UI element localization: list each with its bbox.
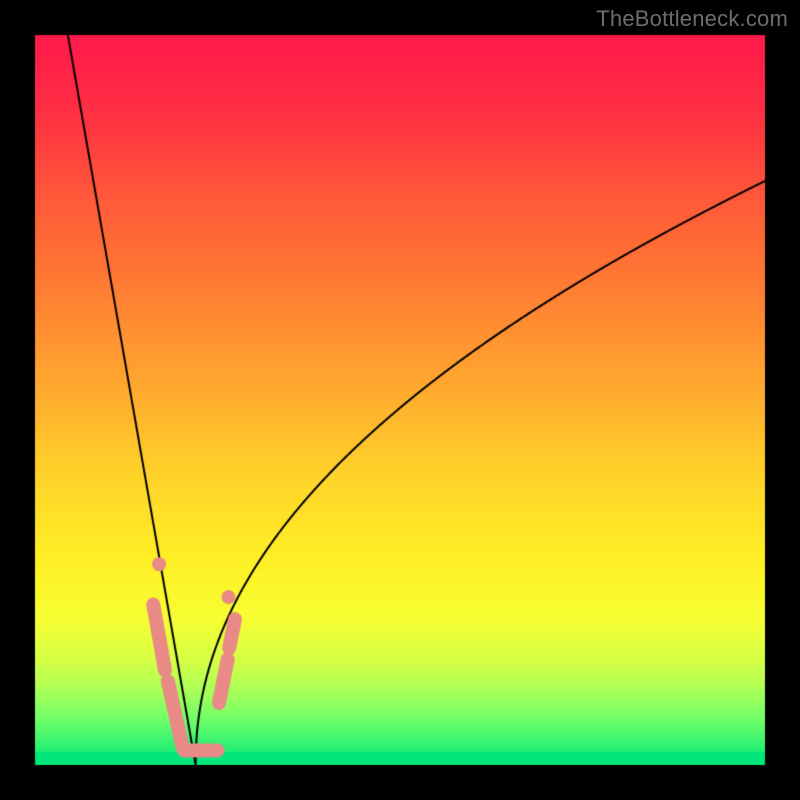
watermark-text: TheBottleneck.com [596,6,788,32]
bottleneck-chart-canvas [0,0,800,800]
